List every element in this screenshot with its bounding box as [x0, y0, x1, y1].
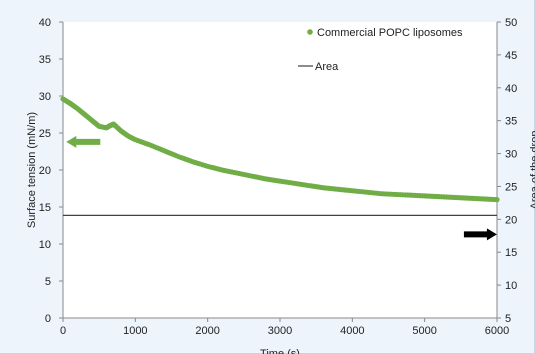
x-tick-label: 2000: [195, 325, 219, 337]
y2-tick-label: 25: [505, 181, 517, 193]
legend-label-area: Area: [315, 61, 339, 73]
y-tick-label: 0: [45, 313, 51, 325]
y2-tick-label: 30: [505, 149, 517, 161]
y2-tick-label: 50: [505, 17, 517, 29]
x-tick-label: 3000: [268, 325, 292, 337]
x-tick-label: 0: [60, 325, 66, 337]
y-tick-label: 35: [39, 54, 51, 66]
y2-tick-label: 45: [505, 50, 517, 62]
x-tick-label: 1000: [123, 325, 147, 337]
legend-marker-liposomes: [307, 29, 313, 35]
y2-tick-label: 35: [505, 116, 517, 128]
y2-tick-label: 40: [505, 83, 517, 95]
y-tick-label: 10: [39, 239, 51, 251]
left-axis-arrow-icon: [66, 135, 101, 148]
x-tick-label: 5000: [412, 325, 436, 337]
y2-axis-title: Area of the drop: [529, 131, 535, 210]
y-tick-label: 20: [39, 165, 51, 177]
y2-tick-label: 10: [505, 280, 517, 292]
y-tick-label: 40: [39, 17, 51, 29]
y-tick-label: 15: [39, 202, 51, 214]
x-axis-title: Time (s): [260, 348, 300, 354]
y-axis-title: Surface tension (mN/m): [26, 112, 38, 228]
x-tick-label: 4000: [340, 325, 364, 337]
data-point: [494, 197, 500, 203]
plot-area: [63, 22, 497, 318]
legend-label-liposomes: Commercial POPC liposomes: [317, 27, 463, 39]
y-tick-label: 5: [45, 276, 51, 288]
y-tick-label: 30: [39, 91, 51, 103]
y2-tick-label: 15: [505, 247, 517, 259]
y-tick-label: 25: [39, 128, 51, 140]
y2-tick-label: 5: [505, 313, 511, 325]
right-axis-arrow-icon: [463, 228, 497, 241]
y2-tick-label: 20: [505, 214, 517, 226]
x-tick-label: 6000: [485, 325, 509, 337]
